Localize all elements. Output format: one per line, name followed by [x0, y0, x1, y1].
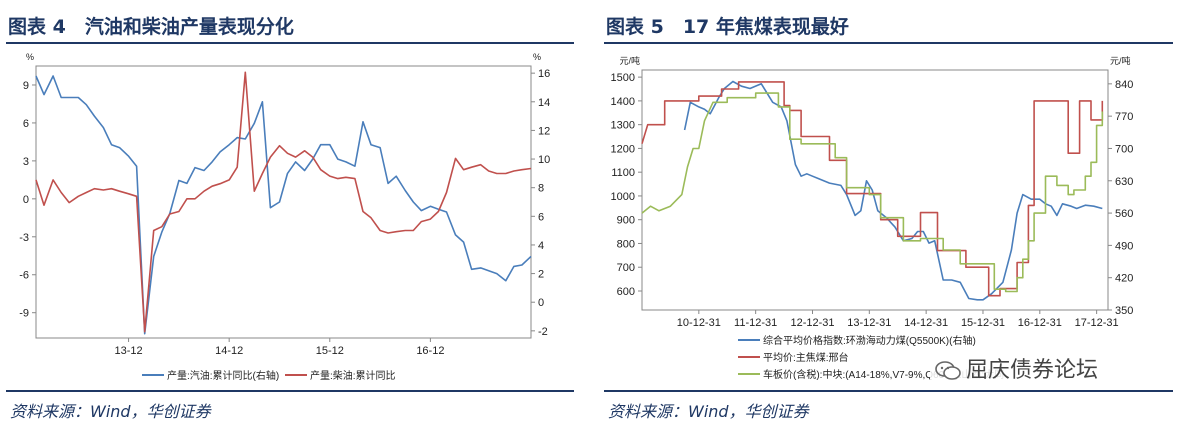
figure-5-panel: 图表 5 17 年焦煤表现最好 元/吨 元/吨 1500 1400 1300 1200 11… — [598, 0, 1179, 422]
figure-4-title: 图表 4 汽油和柴油产量表现分化 — [8, 16, 294, 38]
figure-4-top-rule — [6, 42, 574, 44]
series-line-1 — [35, 75, 532, 335]
left-tick-label: 1400 — [611, 96, 635, 108]
left-tick-label: 800 — [617, 238, 635, 250]
right-tick-label: 10 — [538, 154, 550, 166]
left-tick-label: 6 — [23, 118, 29, 130]
x-tick-label: 13-12-31 — [847, 317, 891, 329]
watermark: 屈庆债券论坛 — [930, 352, 1103, 384]
right-tick-label: 2 — [538, 269, 544, 281]
right-tick-label: 6 — [538, 211, 544, 223]
x-tick-label: 10-12-31 — [677, 317, 721, 329]
figure-5-top-rule — [604, 42, 1173, 44]
right-axis-unit: 元/吨 — [1110, 55, 1131, 66]
wechat-icon — [935, 361, 961, 380]
x-tick-label: 12-12-31 — [790, 317, 834, 329]
watermark-text: 屈庆债券论坛 — [966, 358, 1099, 383]
right-tick-label: 16 — [538, 68, 550, 80]
legend-label-1: 产量:汽油:累计同比(右轴) — [167, 369, 279, 382]
right-tick-label: 770 — [1115, 111, 1133, 123]
right-tick-label: 560 — [1115, 208, 1133, 220]
right-tick-label: 12 — [538, 125, 550, 137]
figure-4-panel: 图表 4 汽油和柴油产量表现分化 %% 9 6 3 0 -3 -6 -9 16 14 12 10 8 6 4… — [0, 0, 580, 422]
legend-label-2: 平均价:主焦煤:邢台 — [763, 351, 849, 364]
left-tick-label: 1500 — [611, 72, 635, 84]
figure-4-chart: % % 9 6 3 0 -3 -6 -9 16 14 12 10 8 6 4 2 0 -2 13-12 14-12 15-… — [19, 52, 550, 382]
series-line-1 — [683, 80, 1103, 301]
legend-label-1: 综合平均价格指数:环渤海动力煤(Q5500K)(右轴) — [763, 334, 976, 347]
figure-5-chart: 元/吨 元/吨 1500 1400 1300 1200 1100 1000 900 800 700 6… — [611, 55, 1134, 381]
right-tick-label: -2 — [538, 326, 548, 338]
left-tick-label: 3 — [23, 156, 29, 168]
x-tick-label: 13-12 — [114, 345, 142, 357]
left-tick-label: 1200 — [611, 143, 635, 155]
right-tick-label: 4 — [538, 240, 544, 252]
x-tick-label: 17-12-31 — [1075, 317, 1119, 329]
right-tick-label: 630 — [1115, 176, 1133, 188]
right-tick-label: 700 — [1115, 143, 1133, 155]
left-tick-label: 1300 — [611, 120, 635, 132]
left-tick-label: -6 — [19, 270, 29, 282]
figure-5-title: 图表 5 17 年焦煤表现最好 — [606, 16, 849, 38]
figure-4-bottom-rule — [6, 390, 574, 392]
x-tick-label: 11-12-31 — [734, 317, 777, 329]
left-axis-unit: % — [26, 52, 34, 62]
figure-4-source: 资料来源：Wind，华创证券 — [10, 402, 211, 421]
x-tick-label: 15-12-31 — [961, 317, 1005, 329]
right-tick-label: 420 — [1115, 273, 1133, 285]
left-tick-label: 900 — [617, 215, 635, 227]
right-tick-label: 840 — [1115, 79, 1133, 91]
series-line-2 — [641, 81, 1104, 297]
x-tick-label: 14-12-31 — [904, 317, 948, 329]
x-tick-label: 16-12-31 — [1018, 317, 1062, 329]
right-tick-label: 14 — [538, 97, 550, 109]
legend-label-2: 产量:柴油:累计同比 — [310, 369, 396, 382]
right-tick-label: 0 — [538, 297, 544, 309]
left-tick-label: 600 — [617, 286, 635, 298]
plot-frame — [35, 65, 532, 339]
figure-5-bottom-rule — [604, 390, 1173, 392]
left-tick-label: 9 — [23, 80, 29, 92]
series-line-2 — [35, 71, 532, 333]
right-tick-label: 350 — [1115, 305, 1133, 317]
left-tick-label: 1000 — [611, 191, 635, 203]
left-tick-label: 0 — [23, 194, 29, 206]
left-tick-label: -3 — [19, 232, 29, 244]
series-line-3 — [641, 92, 1104, 293]
x-tick-label: 14-12 — [215, 345, 243, 357]
right-tick-label: 490 — [1115, 240, 1133, 252]
x-tick-label: 16-12 — [416, 345, 444, 357]
left-tick-label: 1100 — [611, 167, 635, 179]
left-axis-unit: 元/吨 — [619, 55, 640, 66]
right-axis-unit: % — [533, 52, 541, 62]
x-tick-label: 15-12 — [316, 345, 344, 357]
figure-5-source: 资料来源：Wind，华创证券 — [608, 402, 809, 421]
left-tick-label: 700 — [617, 262, 635, 274]
left-tick-label: -9 — [19, 308, 29, 320]
right-tick-label: 8 — [538, 183, 544, 195]
plot-frame — [641, 69, 1109, 311]
